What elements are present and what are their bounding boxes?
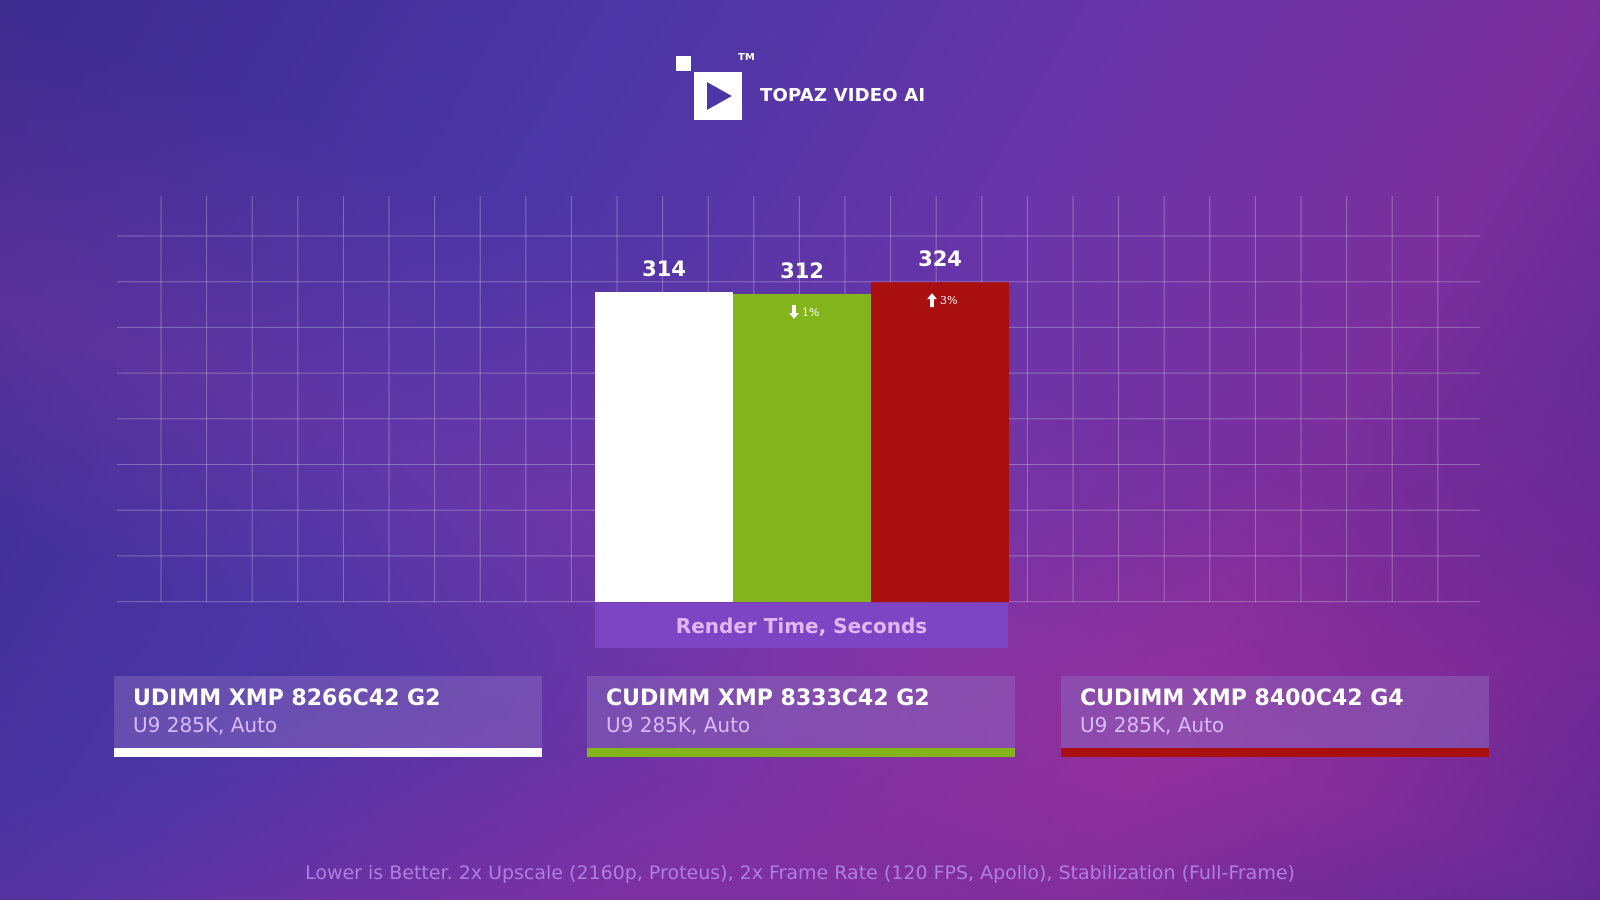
bar-2	[733, 293, 871, 602]
play-icon	[694, 72, 742, 120]
trademark-mark: TM	[738, 52, 755, 63]
legend-color-bar-3	[1061, 748, 1489, 757]
legend-color-bar-1	[114, 748, 542, 757]
legend-subtitle-1: U9 285K, Auto	[133, 713, 278, 737]
legend-title-3: CUDIMM XMP 8400C42 G4	[1080, 686, 1404, 711]
topaz-logo: TM TOPAZ VIDEO AI	[672, 52, 932, 122]
legend-card-2: CUDIMM XMP 8333C42 G2 U9 285K, Auto	[587, 676, 1015, 757]
arrow-up-icon	[927, 293, 937, 308]
legend-title-1: UDIMM XMP 8266C42 G2	[133, 686, 441, 711]
footnote: Lower is Better. 2x Upscale (2160p, Prot…	[305, 862, 1295, 884]
legend-title-2: CUDIMM XMP 8333C42 G2	[606, 686, 930, 711]
delta-label-2: 1%	[802, 306, 819, 319]
value-label-1: 314	[642, 257, 686, 281]
legend-subtitle-2: U9 285K, Auto	[606, 713, 751, 737]
bar-1	[595, 292, 733, 602]
axis-title: Render Time, Seconds	[595, 603, 1008, 648]
arrow-down-icon	[789, 304, 799, 319]
brand-name: TOPAZ VIDEO AI	[760, 85, 926, 106]
chart-value-labels: 314 312 1% 324 3%	[642, 247, 962, 319]
delta-label-3: 3%	[940, 294, 957, 307]
legend-color-bar-2	[587, 748, 1015, 757]
legend-subtitle-3: U9 285K, Auto	[1080, 713, 1225, 737]
bar-3	[871, 282, 1009, 602]
value-label-3: 324	[918, 247, 962, 271]
legend-card-1: UDIMM XMP 8266C42 G2 U9 285K, Auto	[114, 676, 542, 757]
logo-square-icon	[676, 56, 691, 71]
chart-bars	[595, 282, 1009, 602]
chart-grid	[117, 196, 1480, 603]
legend-card-3: CUDIMM XMP 8400C42 G4 U9 285K, Auto	[1061, 676, 1489, 757]
value-label-2: 312	[780, 259, 824, 283]
